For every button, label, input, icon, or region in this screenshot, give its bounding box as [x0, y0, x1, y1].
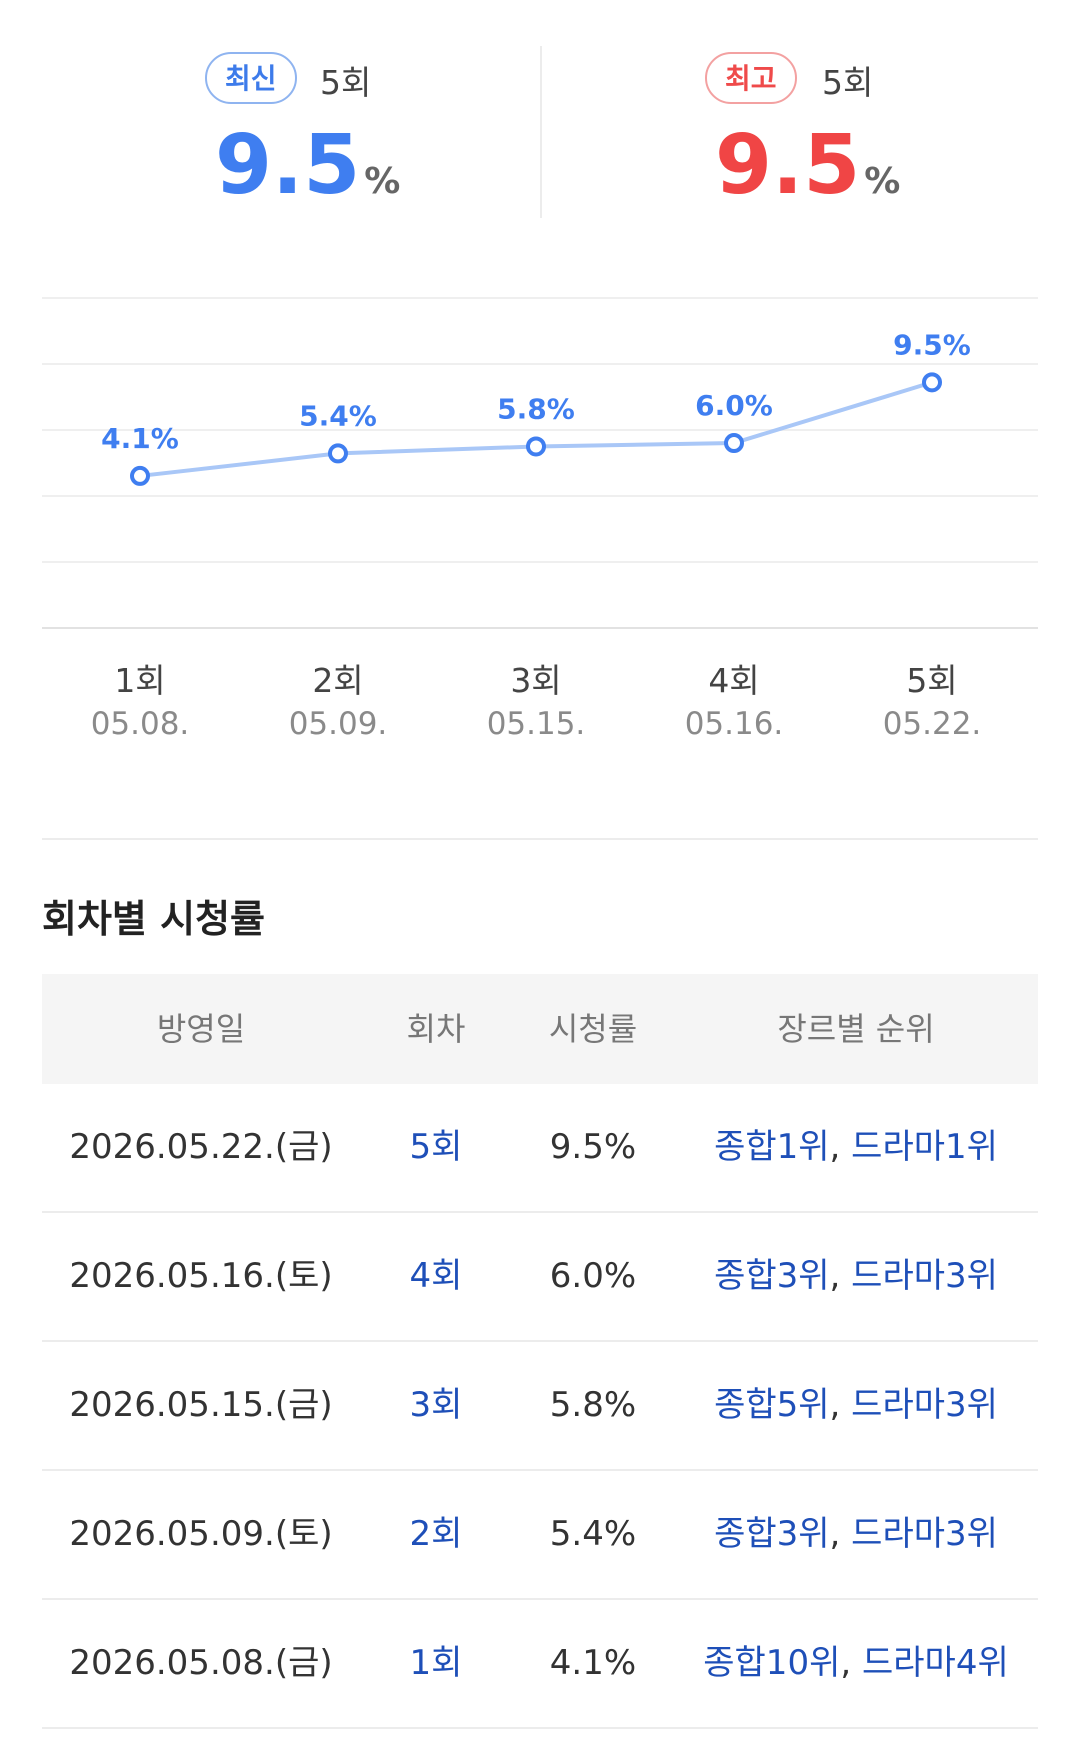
latest-value: 9.5%: [215, 118, 400, 230]
row-episode-link[interactable]: 1회: [409, 1643, 463, 1683]
row-date: 2026.05.16.(토): [69, 1256, 333, 1296]
header-rating: 시청률: [548, 1010, 638, 1048]
rank-genre-link[interactable]: 드라마3위: [851, 1256, 998, 1296]
summary-divider: [540, 46, 542, 218]
row-date: 2026.05.15.(금): [69, 1385, 333, 1425]
latest-episode: 5회: [320, 63, 372, 102]
chart-canvas: 4.1% 5.4% 5.8% 6.0% 9.5%: [42, 297, 1038, 629]
highest-badge: 최고: [705, 52, 797, 104]
rank-overall-link[interactable]: 종합5위: [714, 1385, 830, 1425]
x-tick-date: 05.09.: [288, 706, 388, 742]
x-tick-episode: 1회: [114, 661, 166, 700]
data-point[interactable]: [328, 443, 348, 464]
x-tick-episode: 2회: [312, 661, 364, 700]
row-date: 2026.05.08.(금): [69, 1643, 333, 1683]
rank-overall-link[interactable]: 종합10위: [703, 1643, 841, 1683]
x-tick-date: 05.08.: [90, 706, 190, 742]
latest-badge: 최신: [205, 52, 297, 104]
rating-line-chart: 4.1% 5.4% 5.8% 6.0% 9.5%: [0, 280, 1080, 780]
row-date: 2026.05.22.(금): [69, 1127, 333, 1167]
highest-value-number: 9.5: [715, 118, 861, 213]
table-row: 2026.05.08.(금) 1회 4.1% 종합10위, 드라마4위: [42, 1600, 1038, 1729]
chart-x-axis: 1회 05.08. 2회 05.09. 3회 05.15. 4회 05.16. 5회 05.22.: [0, 660, 1080, 770]
x-tick-date: 05.16.: [684, 706, 784, 742]
row-episode-link[interactable]: 2회: [409, 1514, 463, 1554]
row-genre-rank: 종합5위, 드라마3위: [674, 1342, 1038, 1469]
header-genre-rank: 장르별 순위: [777, 1010, 935, 1048]
x-tick-label: 3회 05.15.: [456, 660, 616, 746]
rank-overall-link[interactable]: 종합1위: [714, 1127, 830, 1167]
rating-summary: 최신 5회 9.5% 최고 5회 9.5%: [0, 0, 1080, 230]
section-title: 회차별 시청률: [42, 897, 265, 941]
latest-value-unit: %: [364, 161, 401, 202]
highest-episode: 5회: [822, 63, 874, 102]
row-date: 2026.05.09.(토): [69, 1514, 333, 1554]
table-row: 2026.05.15.(금) 3회 5.8% 종합5위, 드라마3위: [42, 1342, 1038, 1471]
data-point[interactable]: [526, 436, 546, 457]
rank-genre-link[interactable]: 드라마3위: [851, 1385, 998, 1425]
row-genre-rank: 종합10위, 드라마4위: [674, 1600, 1038, 1727]
data-label: 5.8%: [497, 392, 575, 425]
rank-separator: ,: [829, 1127, 852, 1167]
highest-rating: 최고 5회 9.5%: [540, 0, 1080, 230]
x-tick-episode: 3회: [510, 661, 562, 700]
row-genre-rank: 종합1위, 드라마1위: [674, 1084, 1038, 1211]
highest-value: 9.5%: [715, 118, 900, 230]
row-genre-rank: 종합3위, 드라마3위: [674, 1471, 1038, 1598]
table-header: 방영일 회차 시청률 장르별 순위: [42, 974, 1038, 1084]
data-label: 6.0%: [695, 389, 773, 422]
table-row: 2026.05.09.(토) 2회 5.4% 종합3위, 드라마3위: [42, 1471, 1038, 1600]
x-tick-date: 05.15.: [486, 706, 586, 742]
data-label: 4.1%: [101, 422, 179, 455]
rating-table: 방영일 회차 시청률 장르별 순위 2026.05.22.(금) 5회 9.5% 종합…: [42, 974, 1038, 1729]
row-episode-link[interactable]: 3회: [409, 1385, 463, 1425]
data-point[interactable]: [922, 372, 942, 393]
data-point[interactable]: [130, 465, 150, 486]
data-label: 9.5%: [893, 328, 971, 361]
row-rating: 5.8%: [549, 1385, 637, 1425]
x-tick-date: 05.22.: [882, 706, 982, 742]
x-tick-label: 4회 05.16.: [654, 660, 814, 746]
header-date: 방영일: [156, 1010, 246, 1048]
table-body: 2026.05.22.(금) 5회 9.5% 종합1위, 드라마1위 2026.05.1…: [42, 1084, 1038, 1729]
highest-value-unit: %: [864, 161, 901, 202]
row-rating: 6.0%: [549, 1256, 637, 1296]
rank-genre-link[interactable]: 드라마3위: [851, 1514, 998, 1554]
rank-separator: ,: [829, 1256, 852, 1296]
row-rating: 4.1%: [549, 1643, 637, 1683]
rank-overall-link[interactable]: 종합3위: [714, 1514, 830, 1554]
row-genre-rank: 종합3위, 드라마3위: [674, 1213, 1038, 1340]
x-tick-episode: 4회: [708, 661, 760, 700]
rank-separator: ,: [829, 1385, 852, 1425]
rank-genre-link[interactable]: 드라마4위: [861, 1643, 1009, 1683]
row-rating: 9.5%: [549, 1127, 637, 1167]
rank-genre-link[interactable]: 드라마1위: [851, 1127, 998, 1167]
rank-overall-link[interactable]: 종합3위: [714, 1256, 830, 1296]
row-episode-link[interactable]: 4회: [409, 1256, 463, 1296]
table-row: 2026.05.22.(금) 5회 9.5% 종합1위, 드라마1위: [42, 1084, 1038, 1213]
data-point[interactable]: [724, 433, 744, 454]
x-tick-label: 5회 05.22.: [852, 660, 1012, 746]
x-tick-label: 1회 05.08.: [60, 660, 220, 746]
row-episode-link[interactable]: 5회: [409, 1127, 463, 1167]
data-label: 5.4%: [299, 399, 377, 432]
latest-value-number: 9.5: [215, 118, 361, 213]
x-tick-label: 2회 05.09.: [258, 660, 418, 746]
section-divider: [42, 838, 1038, 840]
rank-separator: ,: [829, 1514, 852, 1554]
latest-rating: 최신 5회 9.5%: [0, 0, 540, 230]
table-row: 2026.05.16.(토) 4회 6.0% 종합3위, 드라마3위: [42, 1213, 1038, 1342]
rank-separator: ,: [840, 1643, 862, 1683]
x-tick-episode: 5회: [906, 661, 958, 700]
row-rating: 5.4%: [549, 1514, 637, 1554]
header-episode: 회차: [406, 1010, 466, 1048]
